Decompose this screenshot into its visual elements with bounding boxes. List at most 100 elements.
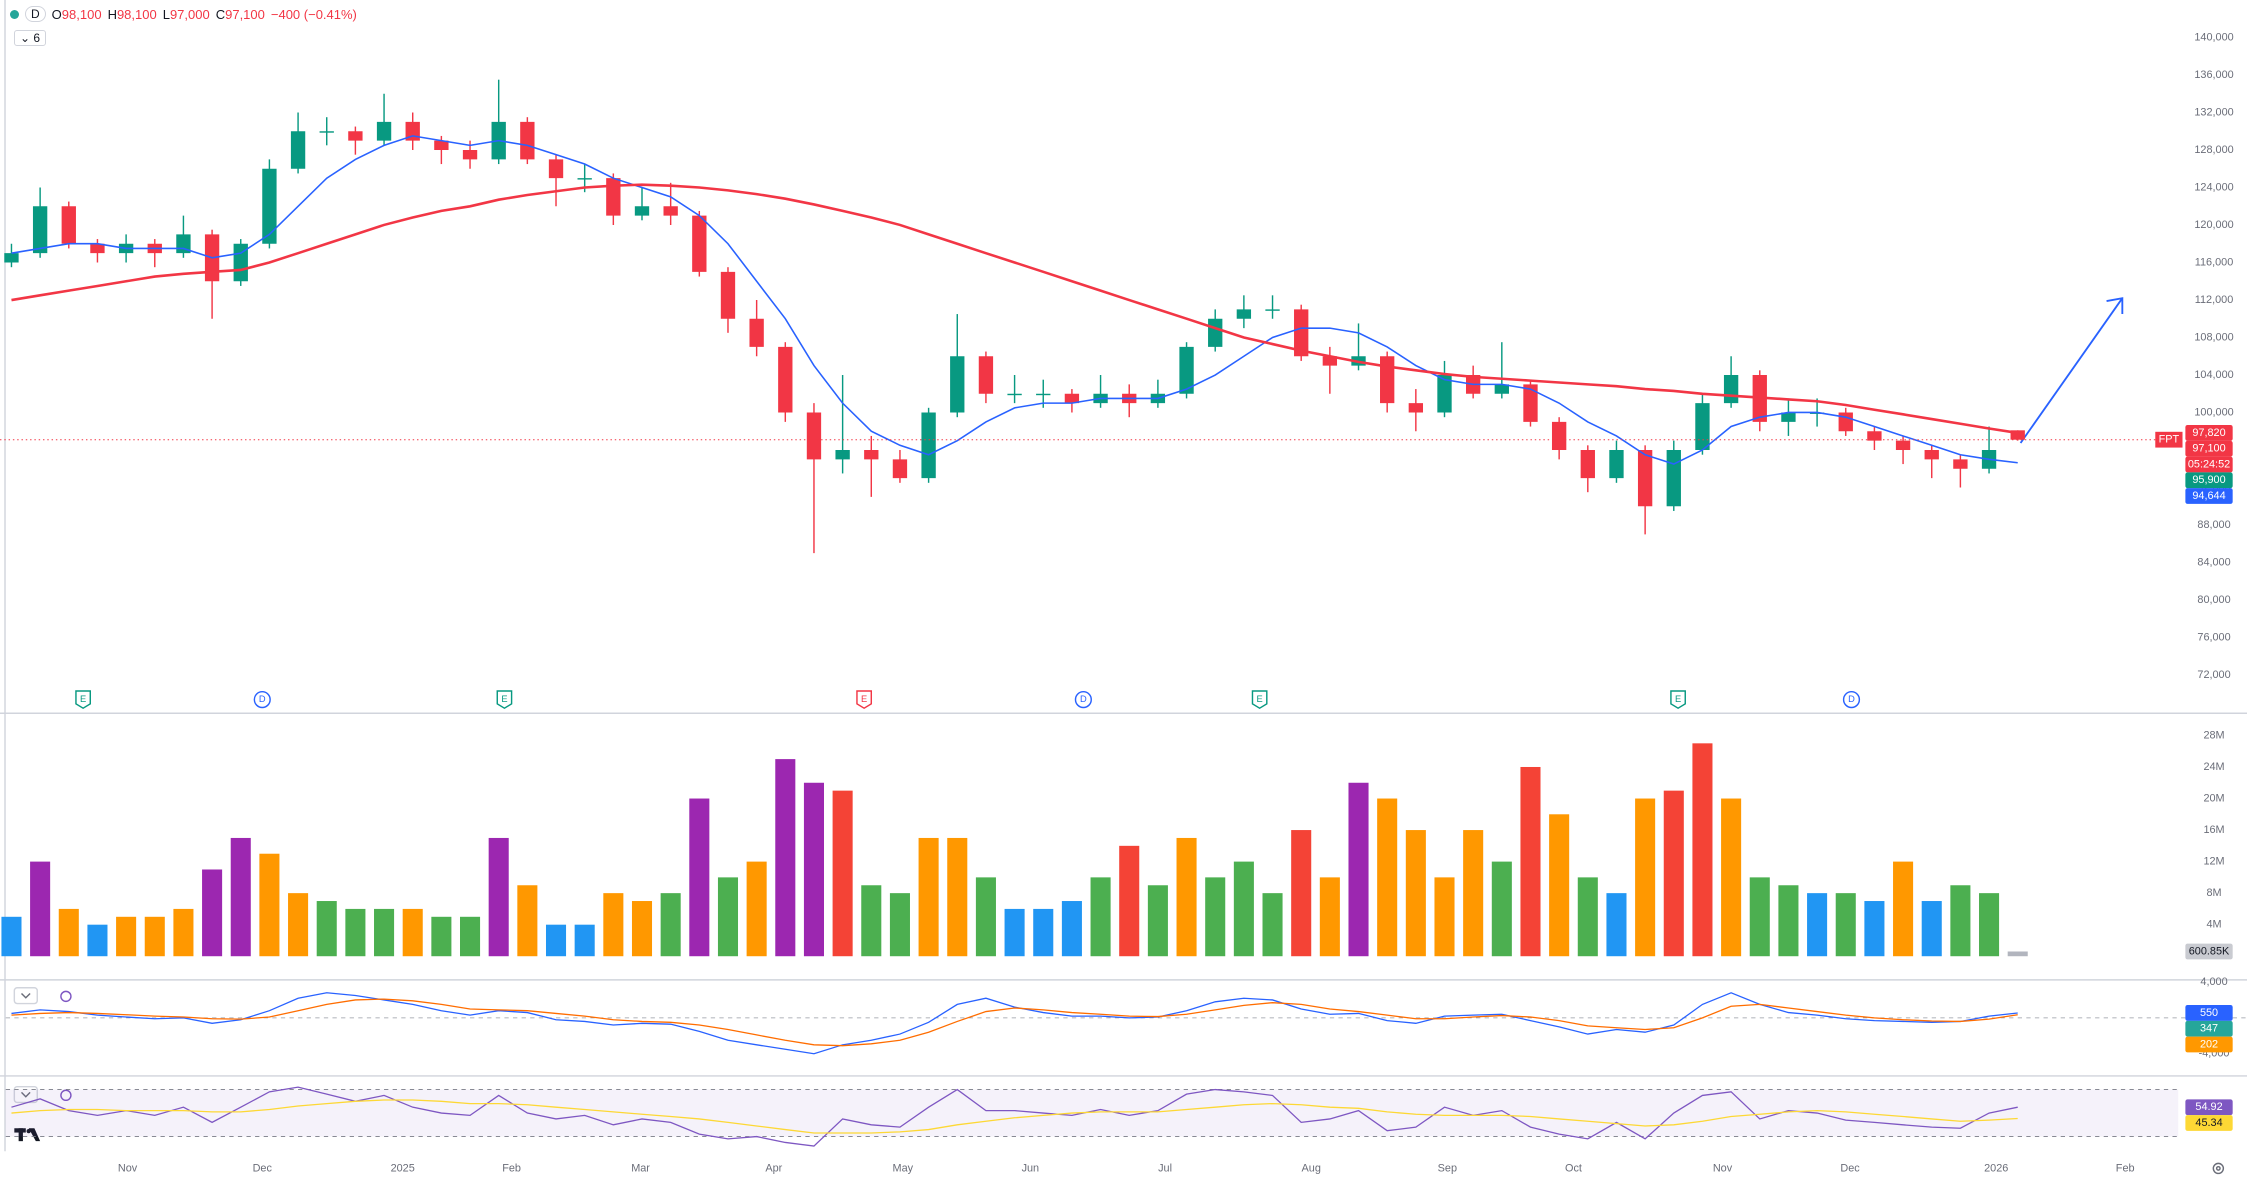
volume-bar [316,901,337,957]
candle-body [1609,450,1624,479]
volume-bar [1147,885,1168,957]
volume-bar [1692,743,1713,957]
legend-header: D O98,100 H98,100 L97,000 C97,100 −400 (−0.4… [10,6,357,22]
tradingview-logo [14,1128,41,1142]
price-tag-bg [2185,472,2233,489]
settings-icon[interactable] [2212,1162,2225,1175]
volume-bar [660,893,681,957]
event-marker[interactable] [1670,690,1686,710]
volume-bar [230,837,251,957]
event-marker[interactable] [1074,691,1092,709]
candle-body [577,178,592,180]
hidden-count: 6 [33,31,41,45]
volume-bar [402,908,423,957]
interval-badge[interactable]: D [25,6,46,22]
event-label: E [501,694,507,704]
candle-body [749,318,764,347]
event-marker[interactable] [496,690,513,710]
candle-body [1523,384,1538,422]
volume-bar [717,877,739,957]
y-tick-label: 12M [2203,855,2224,867]
volume-bar [1090,877,1111,957]
candle-body [1294,309,1309,357]
x-tick-label: Mar [631,1162,650,1174]
candle-body [1781,412,1796,422]
volume-bar [603,893,624,957]
candle-body [1322,356,1338,366]
ohlc-item: C97,100 [216,7,265,22]
x-tick-label: Oct [1565,1162,1582,1174]
candle-body [434,140,449,151]
ohlc-item: H98,100 [108,7,157,22]
candle-body [1637,450,1653,507]
volume-bar [2007,951,2028,957]
volume-bar [1405,830,1426,957]
volume-bar [1807,893,1828,957]
volume-bar [775,759,796,957]
y-tick-label: 108,000 [2194,331,2233,343]
x-tick-label: Jul [1158,1162,1172,1174]
volume-bar [460,916,481,957]
hidden-indicators[interactable]: ⌄ 6 [14,30,47,46]
price-tag-bg [2185,1099,2233,1116]
candle-body [692,215,707,272]
candle-body [32,206,48,254]
price-tag: 45.34 [2195,1117,2222,1129]
y-tick-label: 76,000 [2197,631,2230,643]
indicator-line [11,992,2018,1055]
volume-bar [1491,861,1512,957]
candle-body [720,271,736,319]
x-tick-label: Nov [118,1162,138,1174]
volume-bar [259,853,280,957]
volume-bar [488,837,509,957]
candle-body [1551,421,1567,451]
candle-body [1695,403,1710,451]
volume-bar [746,861,767,957]
ohlc-values: O98,100 H98,100 L97,000 C97,100 −400 (−0.41%… [52,7,357,22]
volume-bar [1835,893,1856,957]
event-marker[interactable] [75,690,91,710]
event-marker[interactable] [1251,690,1268,710]
x-tick-label: Apr [765,1162,782,1174]
y-tick-label: 104,000 [2194,369,2233,381]
pane-collapse-button[interactable] [13,987,72,1104]
event-marker[interactable] [856,690,873,710]
candle-body [835,450,850,460]
candle-body [950,356,965,413]
candle-body [376,121,392,141]
ohlc-value: 98,100 [116,6,157,22]
candle-body [864,450,879,460]
y-tick-label: 140,000 [2194,31,2233,43]
y-tick-label: 80,000 [2197,594,2230,606]
event-marker[interactable] [253,691,271,709]
volume-bar [87,924,108,957]
y-tick-label: 16M [2203,824,2224,836]
volume-bar [1319,877,1340,957]
y-tick-label: 4M [2206,919,2221,931]
candle-body [262,168,277,244]
volume-bar [1061,901,1082,957]
volume-bar [832,790,853,957]
ohlc-value: 97,000 [169,6,210,22]
volume-bar [1463,830,1484,957]
ohlc-key: H [107,6,117,22]
volume-bar [1119,845,1140,957]
volume-bar [58,908,79,957]
volume-bar [545,924,567,957]
x-tick-label: 2026 [1984,1162,2008,1174]
volume-bar [1176,837,1197,957]
candle-body [1007,393,1022,396]
volume-bar [574,924,595,957]
candle-body [1924,450,1939,460]
volume-bar [173,908,194,957]
ohlc-value: −400 (−0.41%) [270,6,357,22]
candle-body [1867,431,1882,441]
x-tick-label: 2025 [391,1162,415,1174]
event-marker[interactable] [1842,691,1861,709]
x-tick-label: Feb [2116,1162,2135,1174]
y-tick-label: 128,000 [2194,144,2233,156]
event-label: E [861,694,867,704]
event-label: D [259,694,266,704]
volume-bar [1348,782,1369,957]
